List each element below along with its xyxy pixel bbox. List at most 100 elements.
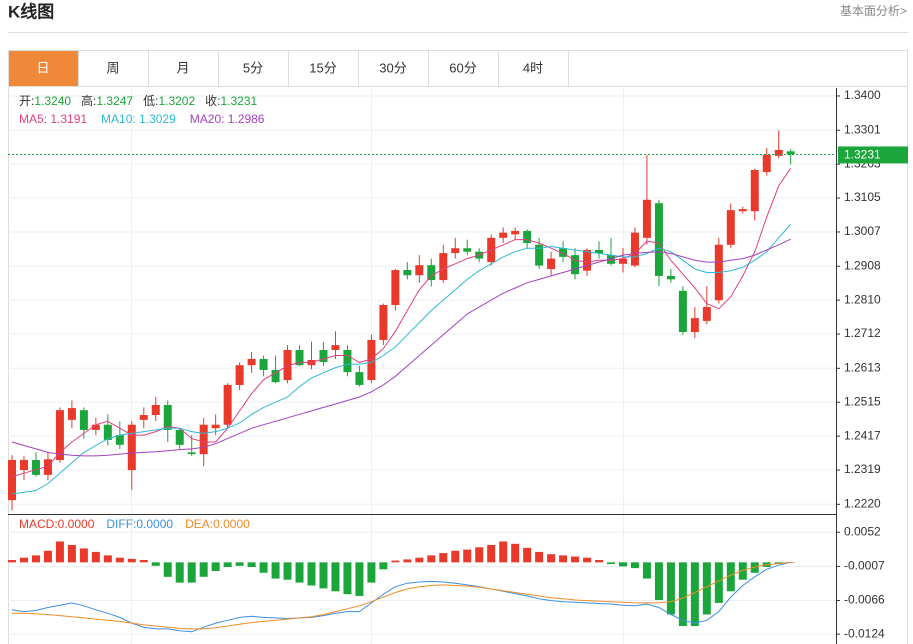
candle-body <box>571 255 580 275</box>
macd-bar <box>499 541 508 563</box>
candle-body <box>690 318 699 332</box>
macd-bar <box>642 562 651 579</box>
candle-body <box>595 249 604 254</box>
ohlc-label: 收: <box>205 94 220 108</box>
tab-label[interactable]: 4时 <box>523 60 543 75</box>
candle-body <box>19 460 28 471</box>
macd-bar <box>175 562 184 583</box>
macd-bar <box>283 562 292 580</box>
candle-body <box>127 424 136 471</box>
candle-body <box>331 345 340 350</box>
macd-bar <box>355 562 364 596</box>
tab[interactable] <box>8 50 79 87</box>
macd-bar <box>415 557 424 563</box>
macd-bar <box>571 556 580 563</box>
candle-body <box>103 424 112 440</box>
y-tick-label: 1.2908 <box>844 258 881 272</box>
candle-body <box>523 230 532 244</box>
macd-bar <box>271 562 280 579</box>
candle-body <box>319 349 328 363</box>
candle-body <box>559 248 568 257</box>
candle-body <box>738 209 747 212</box>
macd-bar <box>319 562 328 589</box>
tab-label[interactable]: 月 <box>176 60 189 75</box>
candle-body <box>91 424 100 430</box>
y-tick-label: -0.0066 <box>844 593 885 607</box>
macd-bar <box>511 543 520 563</box>
tab-label[interactable]: 周 <box>106 60 119 75</box>
macd-bar <box>726 562 735 592</box>
candle-body <box>8 460 16 501</box>
candle-body <box>211 424 220 429</box>
ohlc-label: 低: <box>143 94 158 108</box>
tab-label[interactable]: 5分 <box>243 60 263 75</box>
macd-bar <box>367 562 376 583</box>
macd-bar <box>199 562 208 577</box>
ma-line <box>11 168 792 478</box>
candle-body <box>391 270 400 305</box>
candle-body <box>630 232 639 266</box>
macd-bar <box>187 562 196 583</box>
candle-body <box>750 170 759 212</box>
macd-bar <box>690 562 699 627</box>
legend-entry: DIFF:0.0000 <box>106 517 173 531</box>
macd-bar <box>487 544 496 563</box>
y-tick-label: 1.3007 <box>844 224 881 238</box>
y-tick-label: 1.2712 <box>844 326 881 340</box>
tab[interactable] <box>428 50 499 87</box>
macd-bar <box>439 553 448 563</box>
macd-bar <box>547 554 556 563</box>
y-tick-label: 1.2417 <box>844 428 881 442</box>
candle-body <box>295 349 304 366</box>
ohlc-label: 高: <box>81 93 96 108</box>
tab-label[interactable]: 30分 <box>379 60 406 75</box>
candle-body <box>79 410 88 430</box>
candle-body <box>403 270 412 276</box>
y-tick-label: 1.3105 <box>844 190 881 204</box>
macd-bar <box>223 562 232 567</box>
tab[interactable] <box>358 50 429 87</box>
candle-body <box>654 203 663 276</box>
candle-body <box>283 349 292 381</box>
candle-body <box>535 244 544 266</box>
macd-bar <box>607 562 615 565</box>
y-tick-label: 1.2220 <box>844 496 881 510</box>
macd-bar <box>127 558 136 563</box>
macd-bar <box>475 547 484 563</box>
candle-body <box>618 258 627 264</box>
macd-bar <box>678 562 687 627</box>
macd-bar <box>559 555 568 563</box>
y-tick-label: 1.2613 <box>844 360 881 374</box>
tab-label[interactable]: 日 <box>36 60 49 75</box>
tab-label[interactable]: 60分 <box>449 60 476 75</box>
macd-bar <box>666 562 675 615</box>
macd-bar <box>523 547 532 563</box>
page-title: K线图 <box>8 1 54 21</box>
candle-body <box>55 410 64 461</box>
ohlc-value: 1.3247 <box>96 94 133 108</box>
candle-body <box>583 249 592 271</box>
fundamental-link[interactable]: 基本面分析> <box>840 4 907 18</box>
macd-bar <box>103 555 112 563</box>
y-tick-label: 1.3301 <box>844 122 881 136</box>
tab[interactable] <box>498 50 569 87</box>
ohlc-value: 1.3240 <box>34 94 71 108</box>
macd-bar <box>343 562 352 595</box>
candle-body <box>762 154 771 173</box>
candle-body <box>355 372 364 385</box>
macd-line <box>11 561 791 633</box>
tab-label[interactable]: 15分 <box>309 60 336 75</box>
candle-body <box>427 265 436 281</box>
candle-body <box>67 408 76 420</box>
candle-body <box>666 275 675 280</box>
candle-body <box>367 339 376 381</box>
tab[interactable] <box>78 50 149 87</box>
candle-body <box>271 370 280 383</box>
macd-bar <box>139 560 148 563</box>
candle-body <box>151 404 160 416</box>
candle-body <box>259 358 268 371</box>
candle-body <box>343 349 352 373</box>
y-tick-label: 1.3400 <box>844 88 881 102</box>
candle-body <box>547 258 556 269</box>
y-tick-label: 1.2515 <box>844 394 881 408</box>
